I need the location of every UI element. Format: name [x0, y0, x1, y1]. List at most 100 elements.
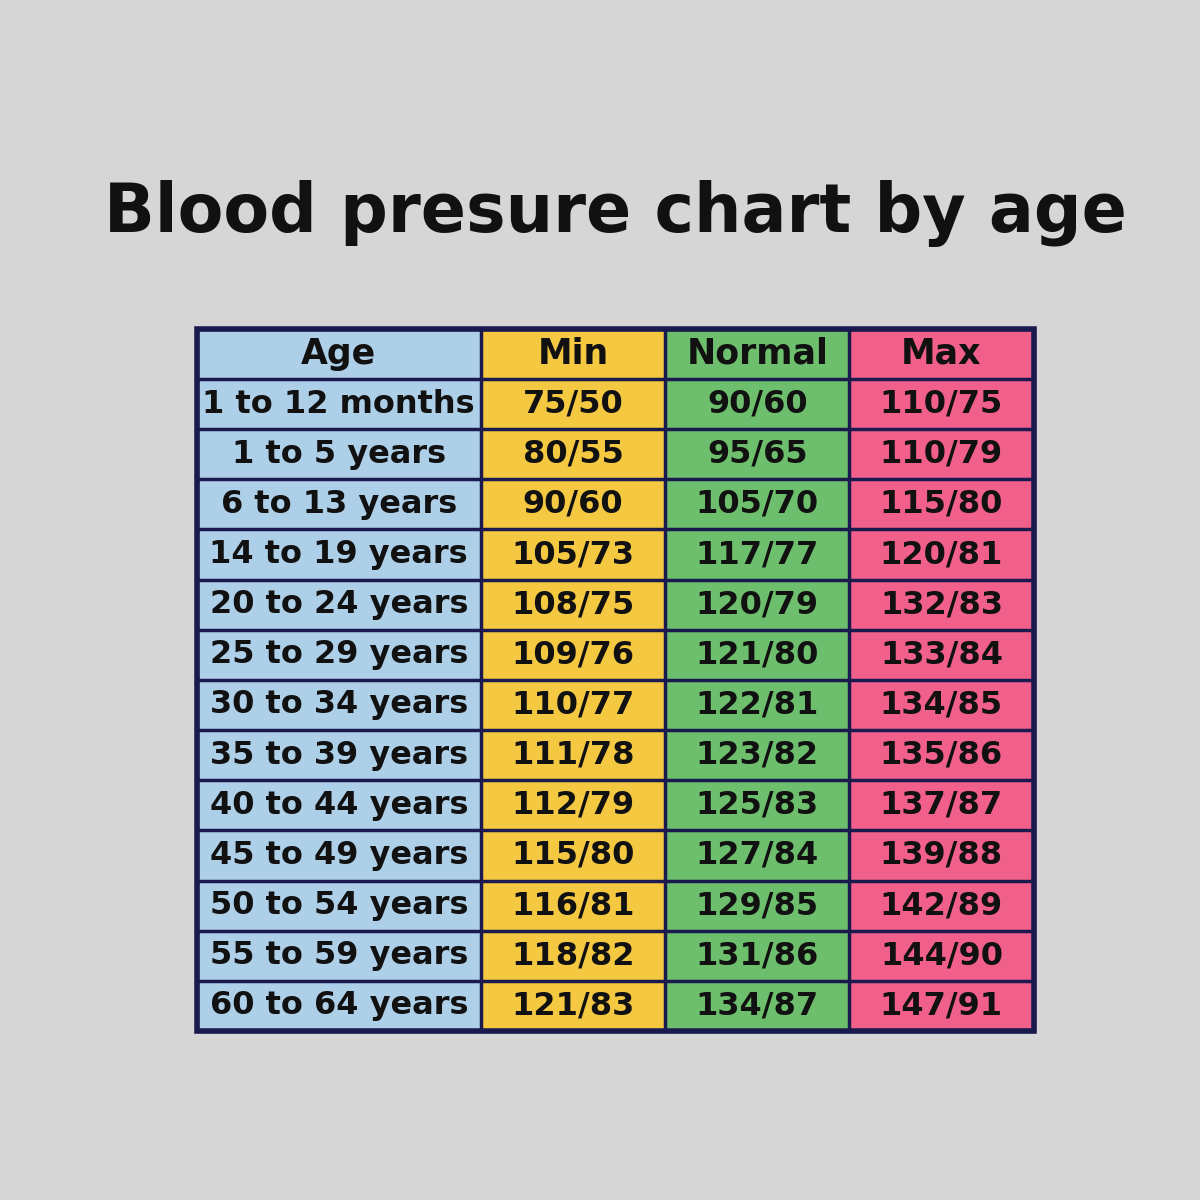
Text: 139/88: 139/88 [880, 840, 1003, 871]
Bar [481, 780, 665, 830]
Text: 125/83: 125/83 [696, 790, 818, 821]
Text: 75/50: 75/50 [523, 389, 624, 420]
Text: 134/87: 134/87 [696, 990, 818, 1021]
Text: 110/75: 110/75 [880, 389, 1003, 420]
Text: 1 to 12 months: 1 to 12 months [203, 389, 475, 420]
Text: 121/83: 121/83 [511, 990, 635, 1021]
Text: 35 to 39 years: 35 to 39 years [210, 739, 468, 770]
Bar [665, 329, 850, 379]
Text: 144/90: 144/90 [880, 941, 1003, 971]
Bar [481, 529, 665, 580]
Bar [665, 780, 850, 830]
Text: 105/70: 105/70 [696, 488, 818, 520]
Bar [197, 780, 481, 830]
Text: 95/65: 95/65 [707, 439, 808, 469]
Text: 127/84: 127/84 [696, 840, 818, 871]
Bar [481, 881, 665, 931]
Text: Max: Max [901, 337, 982, 371]
Bar [197, 379, 481, 430]
Bar [665, 680, 850, 730]
Bar [197, 529, 481, 580]
Text: 129/85: 129/85 [696, 890, 818, 922]
Bar [850, 980, 1033, 1031]
Bar [481, 680, 665, 730]
Bar [665, 479, 850, 529]
Text: 50 to 54 years: 50 to 54 years [210, 890, 468, 922]
Bar [481, 479, 665, 529]
Bar [850, 881, 1033, 931]
Bar [850, 730, 1033, 780]
Bar [850, 329, 1033, 379]
Text: 110/77: 110/77 [511, 690, 635, 720]
Bar [197, 580, 481, 630]
Text: 90/60: 90/60 [523, 488, 624, 520]
Bar [481, 980, 665, 1031]
Text: 134/85: 134/85 [880, 690, 1003, 720]
Bar [197, 830, 481, 881]
Bar [481, 830, 665, 881]
Text: 131/86: 131/86 [696, 941, 818, 971]
Text: 111/78: 111/78 [511, 739, 635, 770]
Bar [197, 980, 481, 1031]
Bar [665, 830, 850, 881]
Text: 115/80: 115/80 [511, 840, 635, 871]
Bar [197, 881, 481, 931]
Bar [850, 379, 1033, 430]
Text: Blood presure chart by age: Blood presure chart by age [103, 180, 1127, 247]
Bar [850, 830, 1033, 881]
Text: 90/60: 90/60 [707, 389, 808, 420]
Text: 122/81: 122/81 [696, 690, 818, 720]
Text: 142/89: 142/89 [880, 890, 1003, 922]
Bar [481, 580, 665, 630]
Bar [665, 580, 850, 630]
Text: 110/79: 110/79 [880, 439, 1003, 469]
Bar [481, 630, 665, 680]
Bar [665, 630, 850, 680]
Bar [665, 529, 850, 580]
Text: 137/87: 137/87 [880, 790, 1003, 821]
Text: Age: Age [301, 337, 377, 371]
Text: 14 to 19 years: 14 to 19 years [210, 539, 468, 570]
Text: 40 to 44 years: 40 to 44 years [210, 790, 468, 821]
Text: 20 to 24 years: 20 to 24 years [210, 589, 468, 620]
Text: 133/84: 133/84 [880, 640, 1003, 671]
Text: 6 to 13 years: 6 to 13 years [221, 488, 457, 520]
Bar [665, 931, 850, 980]
Text: 123/82: 123/82 [696, 739, 818, 770]
Text: 121/80: 121/80 [696, 640, 818, 671]
Text: 45 to 49 years: 45 to 49 years [210, 840, 468, 871]
Text: 25 to 29 years: 25 to 29 years [210, 640, 468, 671]
Bar [481, 430, 665, 479]
Bar [665, 430, 850, 479]
Bar [850, 680, 1033, 730]
Bar [197, 931, 481, 980]
Bar [850, 630, 1033, 680]
Bar [481, 379, 665, 430]
Bar [197, 680, 481, 730]
Text: 147/91: 147/91 [880, 990, 1003, 1021]
Bar [481, 329, 665, 379]
Bar [197, 630, 481, 680]
Bar [197, 430, 481, 479]
Bar [665, 881, 850, 931]
Text: 120/79: 120/79 [696, 589, 818, 620]
Text: 108/75: 108/75 [511, 589, 635, 620]
Bar [850, 580, 1033, 630]
Text: 30 to 34 years: 30 to 34 years [210, 690, 468, 720]
Text: 60 to 64 years: 60 to 64 years [210, 990, 468, 1021]
Text: 117/77: 117/77 [696, 539, 818, 570]
Bar [850, 780, 1033, 830]
Bar [197, 730, 481, 780]
Bar [665, 379, 850, 430]
Bar [197, 329, 481, 379]
Bar [665, 730, 850, 780]
Text: 55 to 59 years: 55 to 59 years [210, 941, 468, 971]
Text: 116/81: 116/81 [511, 890, 635, 922]
Bar [850, 529, 1033, 580]
Text: 109/76: 109/76 [511, 640, 635, 671]
Text: 135/86: 135/86 [880, 739, 1003, 770]
Bar [665, 980, 850, 1031]
Text: 105/73: 105/73 [511, 539, 635, 570]
Text: Normal: Normal [686, 337, 828, 371]
Bar [850, 931, 1033, 980]
